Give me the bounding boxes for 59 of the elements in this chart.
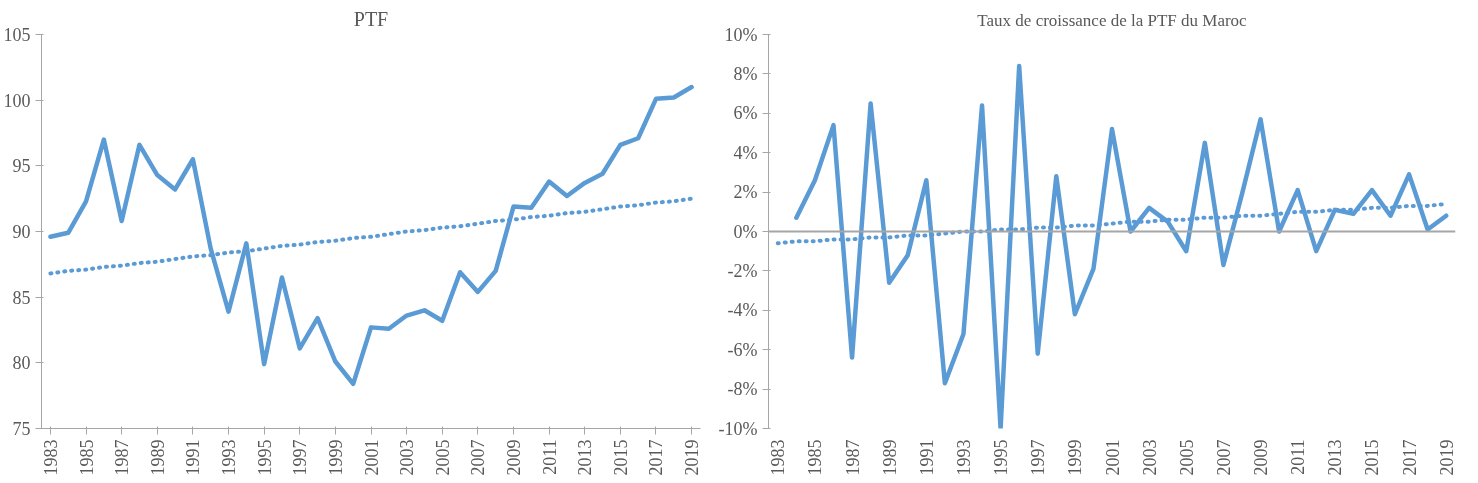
x-tick-label: 2013	[1325, 439, 1346, 476]
y-tick-label: 85	[12, 287, 31, 308]
x-tick-label: 1995	[991, 439, 1012, 476]
x-tick-label: 1999	[325, 439, 346, 476]
y-tick-label: -6%	[727, 339, 758, 360]
x-tick-label: 2001	[361, 439, 382, 476]
y-tick-label: 8%	[733, 63, 758, 84]
x-tick-label: 1995	[254, 439, 275, 476]
y-tick-label: 90	[12, 222, 31, 242]
y-tick-label: 0%	[733, 221, 758, 242]
x-tick-label: 2011	[539, 439, 560, 475]
x-tick-label: 1997	[290, 439, 311, 476]
y-tick-label: 100	[3, 90, 31, 111]
line-series	[48, 84, 694, 387]
x-tick-label: 1987	[842, 439, 863, 476]
y-tick-label: 105	[3, 25, 31, 45]
chart-title: Taux de croissance de la PTF du Maroc	[977, 10, 1248, 30]
x-tick-label: 1987	[112, 439, 133, 476]
x-tick-label: 2017	[1399, 439, 1420, 476]
y-tick-label: -10%	[718, 418, 758, 439]
x-tick-label: 2007	[468, 439, 489, 476]
x-tick-label: 2017	[646, 439, 667, 476]
x-tick-label: 1989	[879, 439, 900, 476]
x-tick-label: 2019	[1436, 439, 1457, 476]
x-tick-label: 2015	[610, 439, 631, 476]
x-tick-label: 1983	[40, 439, 61, 476]
x-tick-label: 1993	[219, 439, 240, 476]
x-tick-label: 1985	[805, 439, 826, 476]
y-tick-label: -4%	[727, 300, 758, 321]
x-tick-label: 1997	[1028, 439, 1049, 476]
x-tick-label: 2019	[682, 439, 703, 476]
x-tick-label: 2009	[1251, 439, 1272, 476]
x-tick-label: 1983	[768, 439, 789, 476]
y-tick-label: 80	[12, 353, 31, 374]
x-tick-label: 1989	[147, 439, 168, 476]
y-tick-label: -2%	[727, 260, 758, 281]
x-tick-label: 2009	[503, 439, 524, 476]
x-tick-label: 2015	[1362, 439, 1383, 476]
x-tick-label: 2011	[1288, 439, 1309, 475]
y-tick-label: -8%	[727, 379, 758, 400]
y-tick-label: 95	[12, 156, 31, 177]
x-tick-label: 1991	[916, 439, 937, 476]
x-tick-label: 2005	[432, 439, 453, 476]
y-tick-label: 4%	[733, 142, 758, 163]
x-tick-label: 2007	[1213, 439, 1234, 476]
x-tick-label: 1999	[1065, 439, 1086, 476]
x-tick-label: 1991	[183, 439, 204, 476]
x-tick-label: 2005	[1176, 439, 1197, 476]
chart-title: PTF	[353, 7, 389, 30]
x-tick-label: 2001	[1102, 439, 1123, 476]
x-tick-label: 1993	[953, 439, 974, 476]
y-tick-label: 2%	[733, 182, 758, 203]
x-tick-label: 2003	[1139, 439, 1160, 476]
x-tick-label: 1985	[76, 439, 97, 476]
y-tick-label: 75	[12, 419, 31, 439]
y-tick-label: 6%	[733, 103, 758, 124]
x-tick-label: 2013	[575, 439, 596, 476]
x-tick-label: 2003	[397, 439, 418, 476]
y-tick-label: 10%	[724, 24, 758, 45]
